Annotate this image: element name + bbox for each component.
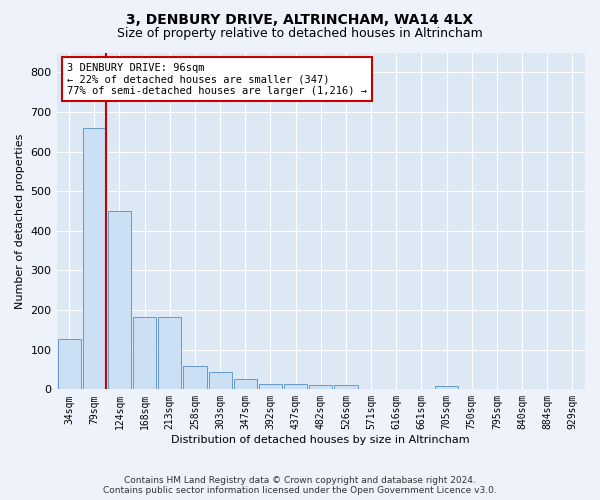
Text: Contains HM Land Registry data © Crown copyright and database right 2024.
Contai: Contains HM Land Registry data © Crown c…	[103, 476, 497, 495]
Bar	[83, 128, 106, 390]
X-axis label: Distribution of detached houses by size in Altrincham: Distribution of detached houses by size …	[172, 435, 470, 445]
Bar	[234, 380, 257, 390]
Bar	[284, 384, 307, 390]
Bar	[259, 384, 282, 390]
Bar	[435, 386, 458, 390]
Bar	[158, 317, 181, 390]
Bar	[309, 384, 332, 390]
Text: 3 DENBURY DRIVE: 96sqm
← 22% of detached houses are smaller (347)
77% of semi-de: 3 DENBURY DRIVE: 96sqm ← 22% of detached…	[67, 62, 367, 96]
Bar	[133, 317, 156, 390]
Bar	[58, 338, 80, 390]
Bar	[184, 366, 206, 390]
Bar	[108, 211, 131, 390]
Bar	[209, 372, 232, 390]
Text: Size of property relative to detached houses in Altrincham: Size of property relative to detached ho…	[117, 28, 483, 40]
Bar	[334, 386, 358, 390]
Text: 3, DENBURY DRIVE, ALTRINCHAM, WA14 4LX: 3, DENBURY DRIVE, ALTRINCHAM, WA14 4LX	[127, 12, 473, 26]
Y-axis label: Number of detached properties: Number of detached properties	[15, 133, 25, 308]
